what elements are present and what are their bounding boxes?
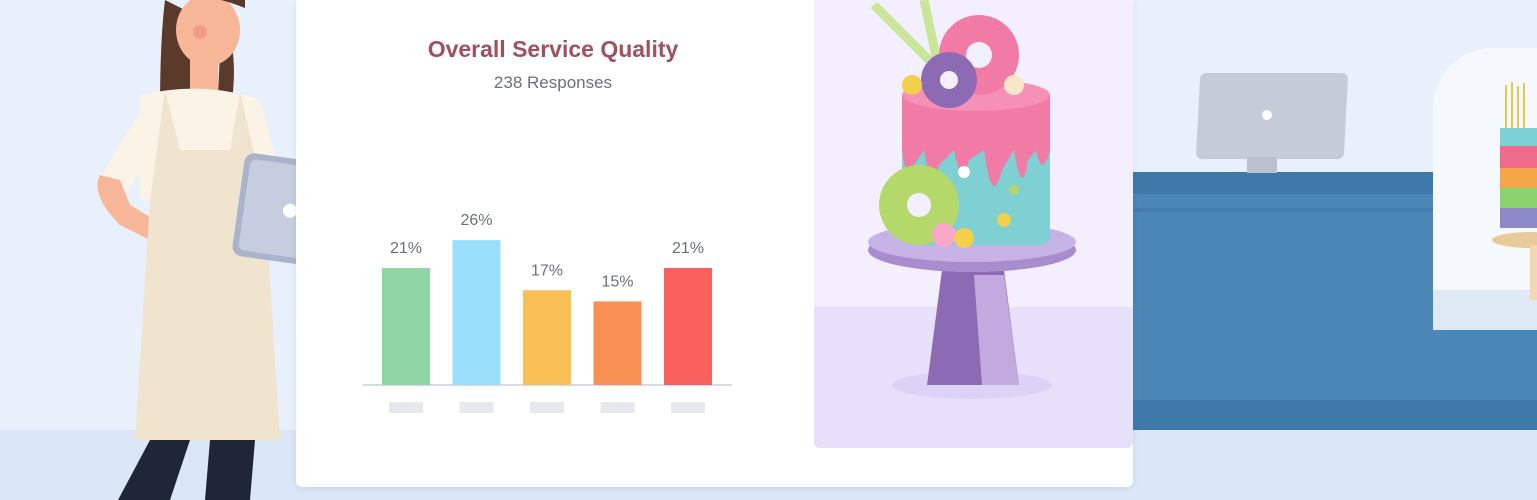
x-tick-label-placeholder-1 [389, 402, 423, 413]
drip-cake-illustration [868, 0, 1076, 399]
bar-chart: 21% 26% 17% 15% 21% [363, 212, 732, 413]
bar-value-label-3: 17% [531, 262, 563, 279]
counter-stripe [1133, 208, 1433, 212]
x-tick-label-placeholder-5 [671, 402, 705, 413]
monitor [1195, 73, 1349, 159]
monitor-stand [1247, 157, 1277, 173]
counter-top [1133, 172, 1433, 194]
bar-value-label-2: 26% [460, 212, 492, 229]
bar-4 [593, 301, 642, 385]
x-tick-label-placeholder-4 [600, 402, 635, 413]
small-cake-illustration [1492, 82, 1537, 300]
bar-5 [664, 268, 712, 385]
bar-2 [452, 240, 501, 385]
display-case-shelf [1433, 290, 1537, 330]
woman-with-tablet-illustration [97, 0, 342, 500]
bar-value-label-4: 15% [601, 273, 633, 290]
counter-base [1133, 400, 1537, 430]
bar-value-label-1: 21% [390, 240, 422, 257]
x-tick-label-placeholder-3 [530, 402, 564, 413]
cake-panel [814, 0, 1133, 448]
bar-value-label-5: 21% [672, 240, 704, 257]
monitor-camera [1262, 110, 1272, 120]
chart-title: Overall Service Quality [427, 36, 679, 62]
x-tick-label-placeholder-2 [459, 402, 494, 413]
bar-3 [523, 290, 571, 385]
chart-subtitle: 238 Responses [493, 73, 613, 92]
bar-1 [382, 268, 430, 385]
